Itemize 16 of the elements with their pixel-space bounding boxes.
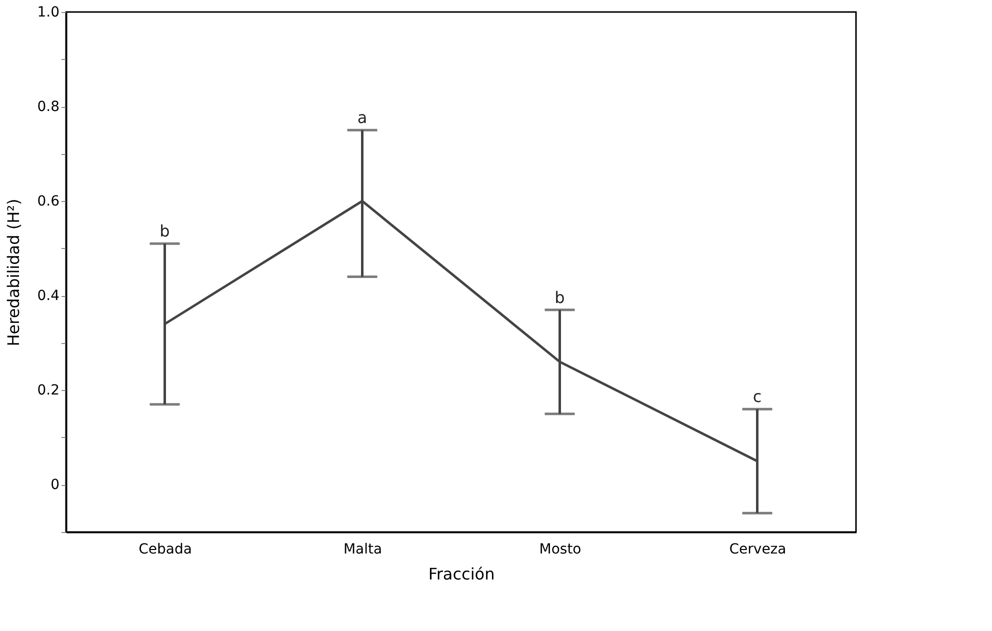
annotation: b (554, 288, 565, 307)
y-tick-label: 0.8 (37, 99, 60, 116)
x-axis-title: Fracción (428, 564, 495, 584)
y-tick-label: 0.2 (37, 382, 60, 399)
y-tick-label: 1.0 (37, 4, 60, 20)
x-tick-label: Cerveza (729, 542, 786, 558)
y-tick-label: 0 (50, 477, 60, 494)
y-axis-title: Heredabilidad (H²) (4, 198, 24, 346)
y-tick-label: 0.4 (37, 288, 60, 304)
x-tick-label: Cebada (138, 542, 192, 558)
annotation: b (160, 222, 170, 241)
annotation: a (357, 108, 368, 128)
x-tick-label: Mosto (539, 542, 582, 558)
x-tick-label: Malta (343, 542, 382, 558)
annotation: c (752, 387, 762, 406)
y-tick-label: 0.6 (37, 194, 60, 210)
